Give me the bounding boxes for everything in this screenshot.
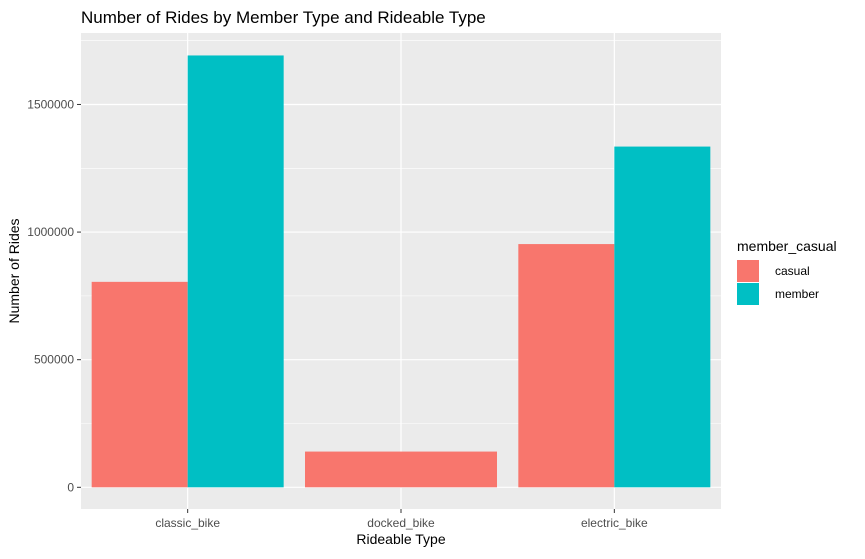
legend: member_casual casual member: [737, 238, 837, 305]
bar-member-electric_bike: [614, 146, 711, 488]
legend-label-casual: casual: [775, 264, 810, 278]
y-axis-title: Number of Rides: [6, 218, 22, 323]
bar-group: [91, 55, 711, 488]
bar-casual-electric_bike: [518, 244, 615, 488]
x-axis-title: Rideable Type: [356, 531, 445, 547]
legend-title: member_casual: [737, 238, 837, 254]
legend-label-member: member: [775, 287, 819, 301]
y-tick-label: 1500000: [27, 97, 74, 111]
chart-title: Number of Rides by Member Type and Ridea…: [81, 8, 486, 27]
bar-member-classic_bike: [187, 55, 284, 488]
bar-casual-classic_bike: [91, 281, 188, 488]
legend-swatch-member: [737, 283, 759, 305]
x-tick-label: classic_bike: [155, 516, 220, 530]
x-tick-label: electric_bike: [581, 516, 648, 530]
bar-casual-docked_bike: [305, 451, 497, 488]
legend-swatch-casual: [737, 260, 759, 282]
y-tick-label: 1000000: [27, 225, 74, 239]
y-axis: 0 500000 1000000 1500000: [27, 97, 81, 494]
x-axis: classic_bike docked_bike electric_bike: [155, 509, 648, 530]
y-tick-label: 500000: [34, 353, 74, 367]
y-tick-label: 0: [67, 480, 74, 494]
x-tick-label: docked_bike: [367, 516, 435, 530]
